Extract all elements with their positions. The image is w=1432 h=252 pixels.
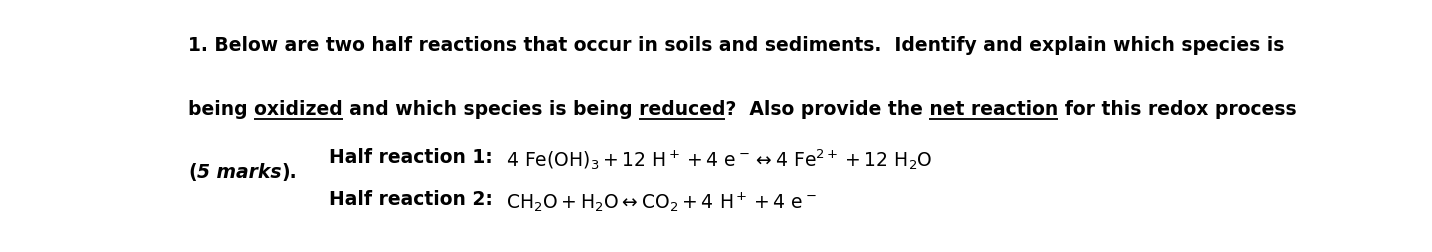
Text: being oxidized and which species is being reduced?  Also provide the net reactio: being oxidized and which species is bein…	[188, 100, 1296, 119]
Text: ).: ).	[281, 163, 296, 182]
Text: $4\ \mathrm{Fe(OH)_3 + 12\ H^+ + 4\ e^- \leftrightarrow 4\ Fe^{2+} + 12\ H_2O}$: $4\ \mathrm{Fe(OH)_3 + 12\ H^+ + 4\ e^- …	[507, 148, 934, 172]
Text: (: (	[188, 163, 196, 182]
Text: 1. Below are two half reactions that occur in soils and sediments.  Identify and: 1. Below are two half reactions that occ…	[188, 36, 1285, 55]
Text: $\mathrm{CH_2O + H_2O \leftrightarrow CO_2 + 4\ H^+ + 4\ e^-}$: $\mathrm{CH_2O + H_2O \leftrightarrow CO…	[507, 190, 818, 214]
Text: Half reaction 1:: Half reaction 1:	[329, 148, 493, 167]
Text: 5 marks: 5 marks	[196, 163, 281, 182]
Text: Half reaction 2:: Half reaction 2:	[329, 190, 493, 209]
